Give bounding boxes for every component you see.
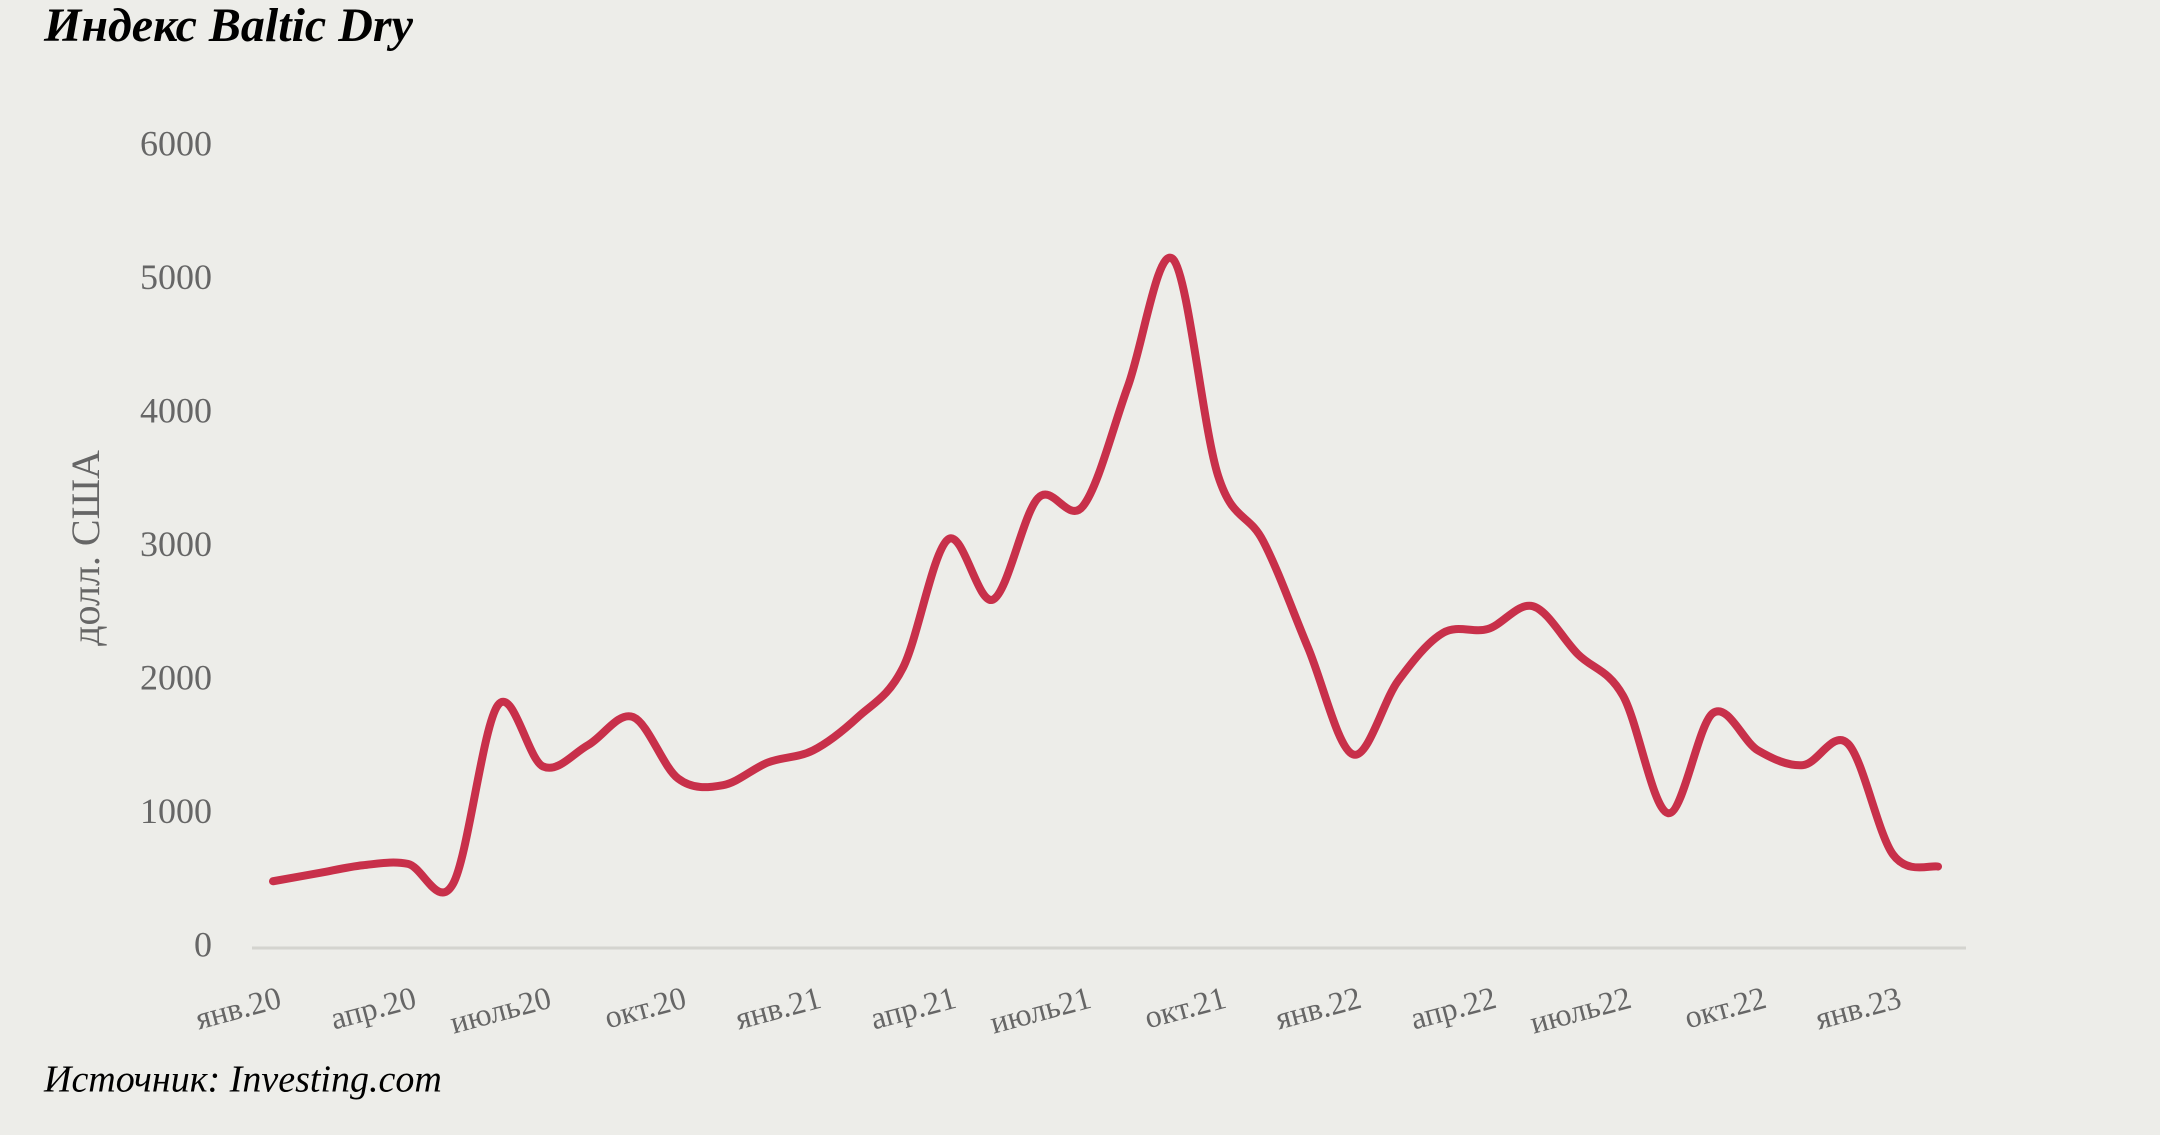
x-tick-label: янв.21 [731,979,824,1036]
x-tick-label: янв.20 [191,979,284,1036]
source: Источник: Investing.com [43,1059,442,1101]
x-tick-label: окт.20 [601,979,690,1035]
x-tick-label: окт.22 [1681,979,1770,1035]
x-tick-label: окт.21 [1141,979,1230,1035]
y-axis-title: долл. США [63,450,108,646]
y-tick-label: 1000 [140,791,212,831]
y-tick-label: 3000 [140,524,212,564]
x-tick-label: янв.22 [1271,979,1364,1036]
x-tick-label: апр.21 [866,979,959,1036]
x-tick-label: апр.20 [326,979,419,1036]
x-tick-label: июль21 [986,979,1095,1040]
x-tick-label: июль22 [1526,979,1635,1040]
chart-title: Индекс Baltic Dry [43,0,414,52]
y-tick-label: 6000 [140,123,212,163]
x-tick-label: апр.22 [1406,979,1499,1036]
y-tick-label: 5000 [140,257,212,297]
y-tick-label: 4000 [140,390,212,430]
data-line [269,253,1942,897]
y-tick-label: 0 [194,924,212,964]
x-tick-label: июль20 [446,979,555,1040]
x-tick-label: янв.23 [1811,979,1904,1036]
y-tick-label: 2000 [140,657,212,697]
